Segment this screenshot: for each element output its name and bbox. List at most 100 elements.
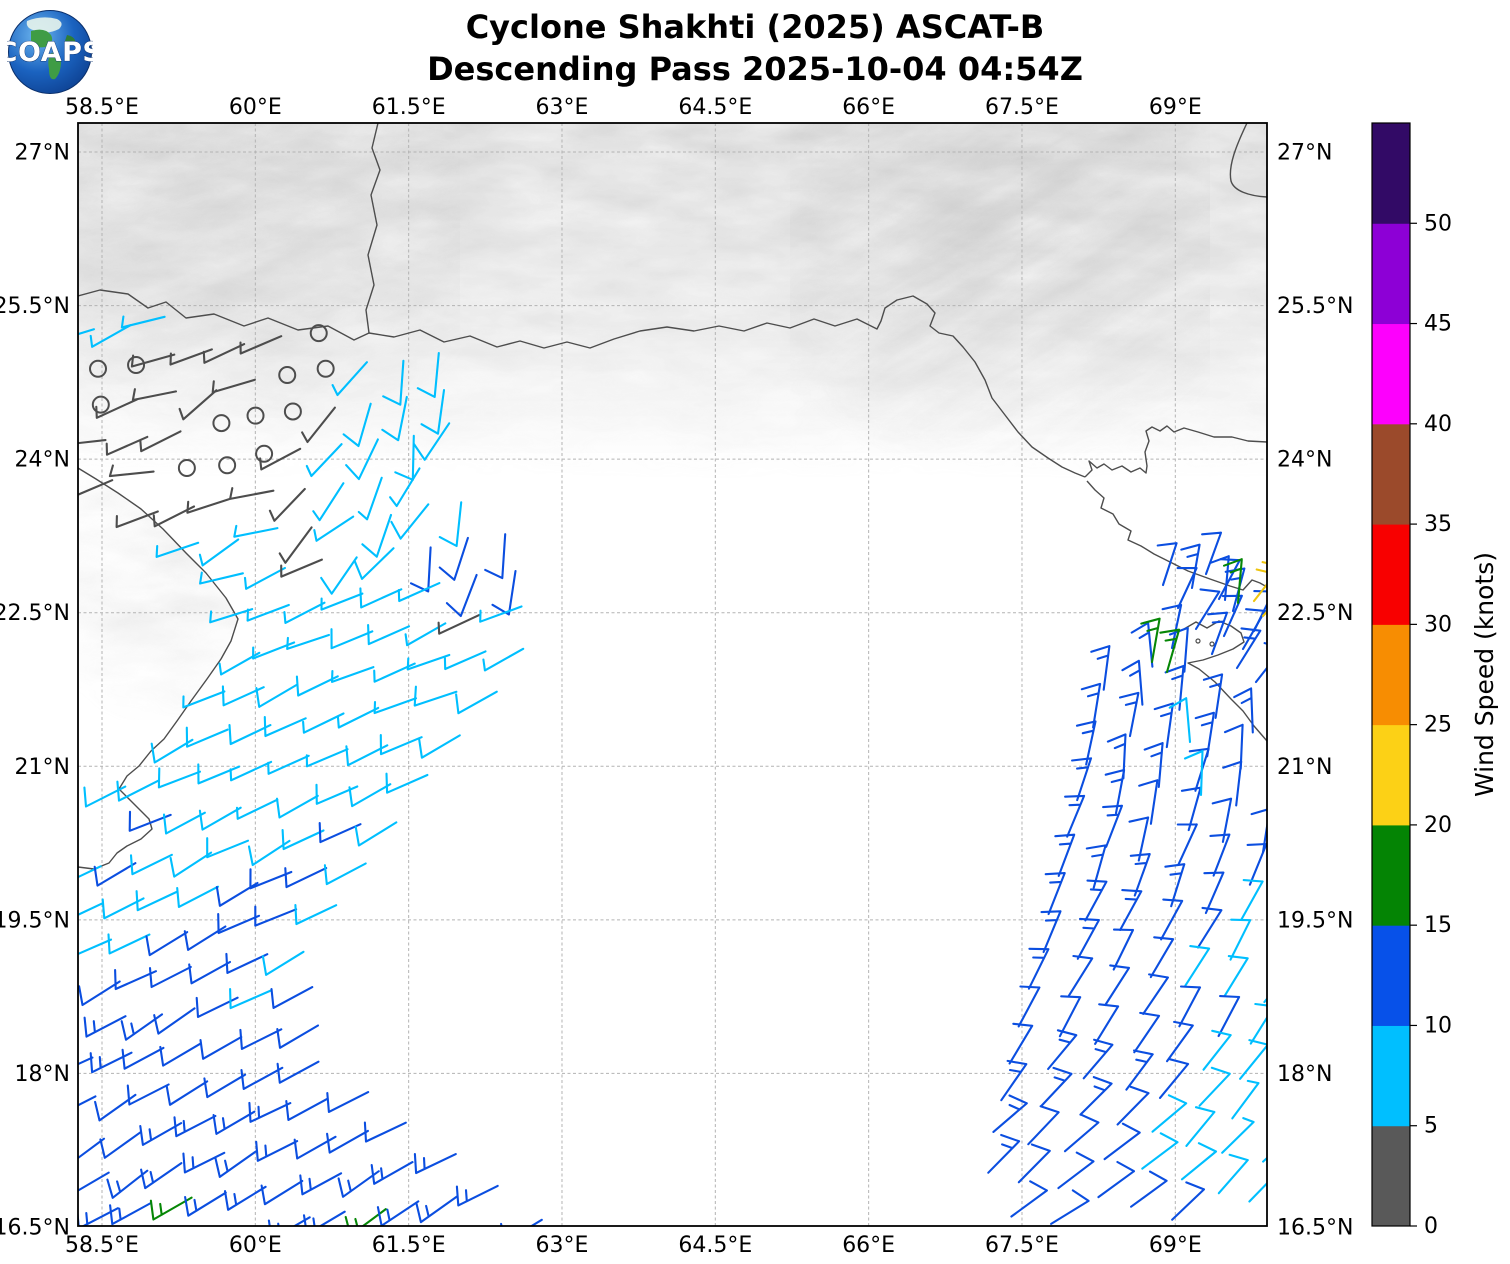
wind-barb <box>254 905 298 927</box>
wind-barb <box>155 541 200 558</box>
wind-barb <box>1235 627 1262 670</box>
wind-barb <box>78 938 113 956</box>
wind-barb <box>93 862 137 887</box>
wind-barb <box>1229 918 1252 961</box>
lon-tick-label-top: 64.5°E <box>678 95 752 120</box>
wind-barb <box>229 487 275 500</box>
islet <box>1195 638 1201 644</box>
wind-barb <box>445 573 478 618</box>
calm-circle <box>255 444 274 463</box>
colorbar-tick-label: 45 <box>1424 312 1452 337</box>
wind-barb <box>1176 823 1198 866</box>
wind-barb <box>199 571 244 585</box>
lon-tick-label-bottom: 58.5°E <box>65 1233 139 1258</box>
wind-barb <box>305 748 349 768</box>
wind-barb <box>78 439 107 445</box>
lat-tick-label-left: 27°N <box>15 141 70 166</box>
wind-barb <box>1158 1058 1190 1099</box>
coastline <box>78 467 239 870</box>
wind-barb <box>1156 542 1178 587</box>
wind-barb <box>1104 964 1131 1007</box>
wind-barb <box>281 828 325 851</box>
wind-barb <box>1180 543 1201 590</box>
wind-barb <box>293 1135 337 1160</box>
colorbar-band <box>1372 223 1410 325</box>
wind-barb <box>1153 702 1174 749</box>
wind-barb <box>1094 1003 1120 1045</box>
wind-barb <box>1027 1105 1060 1146</box>
wind-barb <box>299 1172 343 1196</box>
wind-barb <box>1207 611 1229 656</box>
coastline <box>1086 480 1267 591</box>
wind-barb <box>1082 1038 1114 1080</box>
wind-barb <box>109 1201 152 1226</box>
wind-barb <box>1180 1142 1218 1181</box>
wind-barb <box>139 430 182 453</box>
wind-barb <box>385 772 429 794</box>
wind-barbs <box>78 315 1267 1226</box>
plot-title: Cyclone Shakhti (2025) ASCAT-B Descendin… <box>0 6 1510 90</box>
wind-barb <box>1102 804 1124 848</box>
wind-barb <box>1222 558 1243 605</box>
lat-tick-label-right: 27°N <box>1277 141 1332 166</box>
lon-tick-label-bottom: 60°E <box>229 1233 282 1258</box>
wind-barb <box>1076 917 1100 960</box>
wind-barb <box>78 328 95 336</box>
calm-circle <box>91 395 110 414</box>
wind-barb <box>1040 910 1062 954</box>
calm-circle <box>127 355 146 374</box>
wind-barb <box>1164 863 1186 908</box>
wind-barb <box>197 763 241 785</box>
wind-barb <box>130 353 176 368</box>
wind-barb <box>246 603 290 622</box>
wind-barb <box>229 988 272 1010</box>
wind-barb <box>212 1110 256 1135</box>
wind-barb <box>500 1218 543 1226</box>
wind-barb <box>203 1073 247 1099</box>
wind-barb <box>491 569 517 616</box>
lon-tick-label-bottom: 61.5°E <box>372 1233 446 1258</box>
wind-barb <box>78 1095 97 1107</box>
wind-barb <box>1254 642 1267 684</box>
wind-barb <box>1008 1022 1034 1065</box>
wind-barb <box>1084 879 1108 922</box>
colorbar: 0 5 10 15 20 25 30 35 40 45 50 Wind Speed (knots) <box>1371 122 1499 1239</box>
wind-barb <box>1063 1113 1100 1153</box>
calm-circle <box>218 456 237 475</box>
lat-tick-label-left: 22.5°N <box>0 601 70 626</box>
wind-barb <box>294 903 338 926</box>
wind-barb <box>326 1129 369 1154</box>
colorbar-axis-label: Wind Speed (knots) <box>1470 552 1499 797</box>
wind-barb <box>438 501 463 548</box>
lon-tick-label-bottom: 66°E <box>842 1233 895 1258</box>
wind-barb <box>145 931 189 957</box>
wind-barb <box>1159 628 1181 674</box>
wind-barb <box>413 1153 457 1175</box>
wind-barb <box>1165 1020 1194 1063</box>
colorbar-tick-label: 10 <box>1424 1013 1452 1038</box>
lat-tick-label-right: 25.5°N <box>1277 294 1353 319</box>
lat-tick-label-right: 21°N <box>1277 755 1332 780</box>
wind-barb <box>1129 853 1151 897</box>
lat-tick-label-left: 19.5°N <box>0 908 70 933</box>
coastline <box>1084 425 1267 478</box>
wind-barb <box>1217 995 1241 1038</box>
wind-barb <box>1239 1039 1267 1080</box>
wind-barb <box>313 515 355 542</box>
wind-barb <box>202 343 246 364</box>
lon-tick-label-bottom: 67.5°E <box>985 1233 1059 1258</box>
wind-barb <box>389 467 421 508</box>
wind-barb <box>1071 757 1093 802</box>
colorbar-band <box>1372 724 1410 826</box>
colorbar-tick-label: 15 <box>1424 913 1452 938</box>
wind-barb <box>198 538 240 567</box>
wind-barb <box>1249 1002 1267 1045</box>
wind-barb <box>1263 997 1267 1004</box>
wind-barb <box>233 524 279 538</box>
wind-barb <box>420 389 446 435</box>
colorbar-tick-label: 35 <box>1424 512 1452 537</box>
lon-tick-label-top: 63°E <box>536 95 589 120</box>
wind-barb <box>1201 531 1223 576</box>
